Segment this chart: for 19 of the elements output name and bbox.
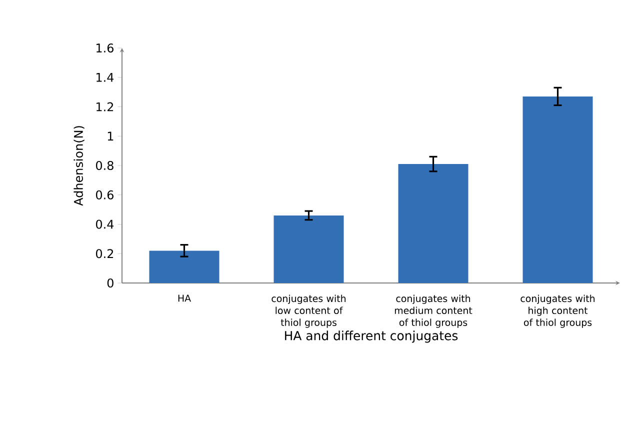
bar: [398, 164, 468, 283]
x-axis-title: HA and different conjugates: [285, 330, 458, 343]
y-axis-title: Adhension(N): [74, 126, 84, 206]
y-tick-label: 0: [107, 278, 114, 288]
x-tick-label: conjugates with low content of thiol groups: [272, 294, 346, 328]
bar: [274, 215, 344, 283]
y-tick-label: 0.6: [96, 190, 114, 200]
x-tick-label: conjugates with medium content of thiol groups: [394, 294, 472, 328]
y-tick-label: 0.2: [96, 249, 114, 258]
bar: [522, 96, 593, 283]
y-tick-label: 1.4: [96, 73, 114, 82]
y-tick-label: 1.2: [96, 102, 114, 112]
bar: [149, 250, 220, 283]
x-tick-label: HA: [178, 294, 191, 302]
y-tick-label: 1.6: [96, 43, 114, 53]
y-tick-label: 1: [108, 132, 114, 140]
y-tick-label: 0.4: [96, 220, 114, 229]
y-tick-label: 0.8: [96, 160, 114, 170]
x-tick-label: conjugates with high content of thiol groups: [520, 294, 595, 328]
